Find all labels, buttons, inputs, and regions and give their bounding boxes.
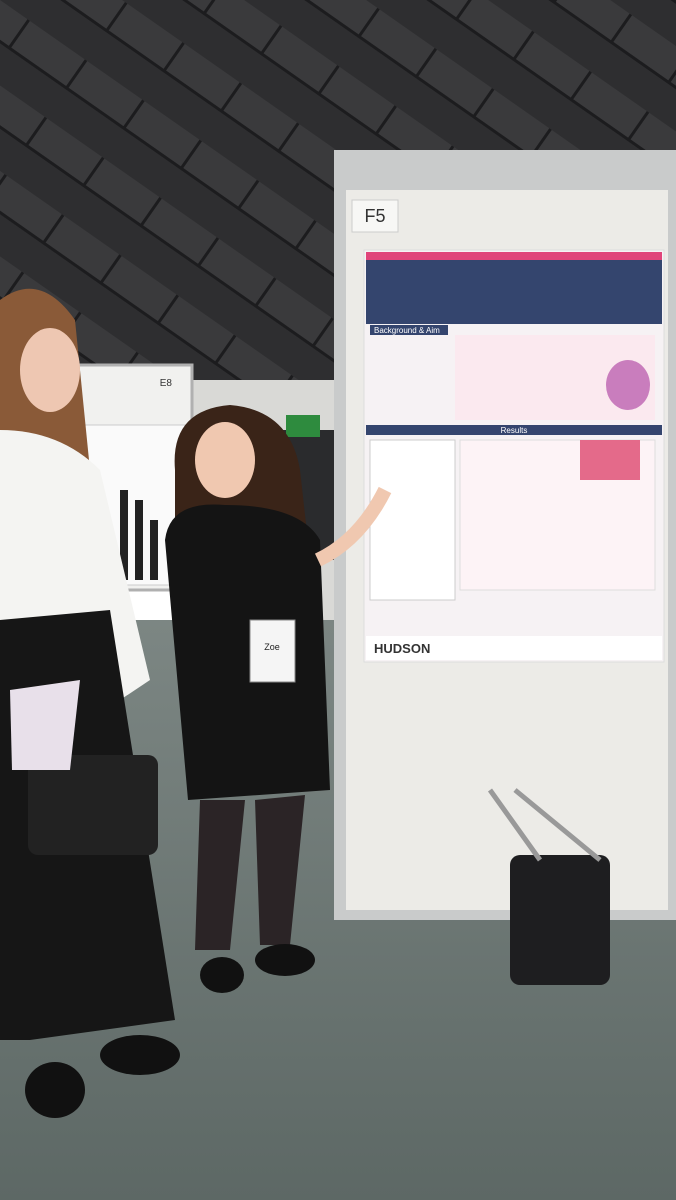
poster-header xyxy=(366,252,662,324)
badge-name: Zoe xyxy=(264,642,280,652)
presenter: Zoe xyxy=(165,405,392,993)
visitor xyxy=(0,288,180,1118)
board-label: F5 xyxy=(364,206,385,226)
poster-logo: HUDSON xyxy=(374,641,430,656)
board-label: E8 xyxy=(160,378,173,389)
floor-bag xyxy=(510,855,610,985)
handbag xyxy=(28,755,158,855)
board-tag xyxy=(351,199,399,233)
exit-sign xyxy=(286,415,320,437)
poster-section: Results xyxy=(501,426,528,435)
poster-section: Background & Aim xyxy=(374,326,440,335)
